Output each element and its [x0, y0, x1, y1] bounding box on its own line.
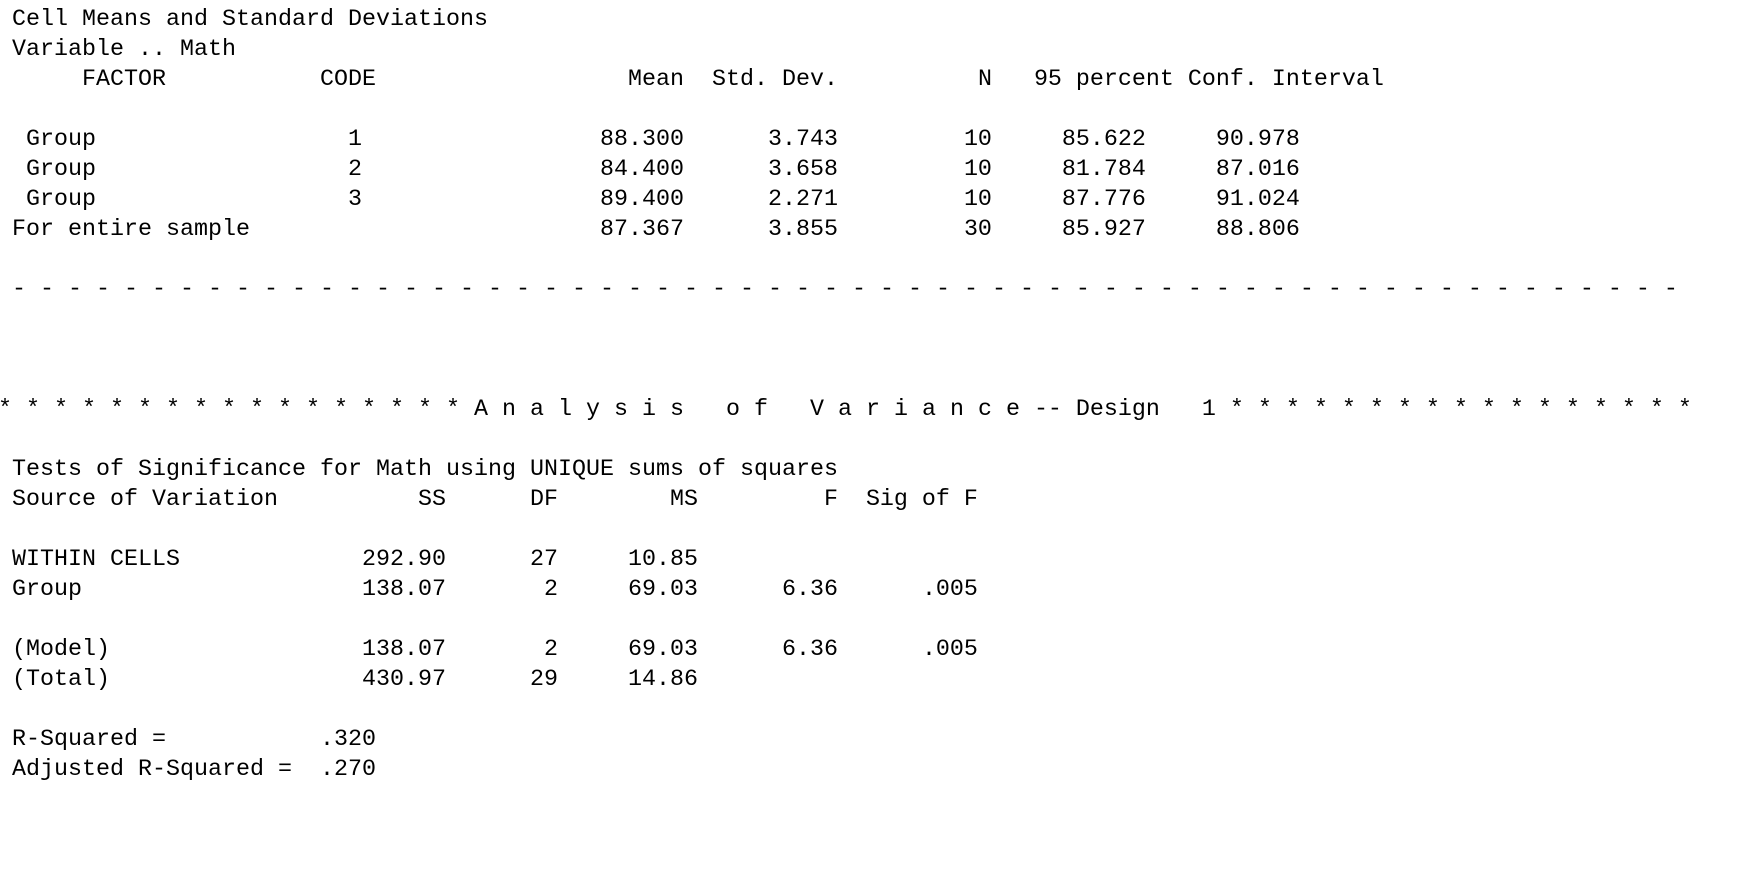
n-cell: 10 — [963, 157, 992, 183]
f-header: F — [823, 487, 838, 513]
source-header: Source of Variation — [12, 487, 278, 513]
mean-cell: 84.400 — [599, 157, 684, 183]
source-cell: WITHIN CELLS — [12, 547, 180, 573]
total-row: For entire sample 87.367 3.855 30 85.927… — [12, 215, 1750, 245]
mean-cell: 89.400 — [599, 187, 684, 213]
mean-header: Mean — [627, 67, 684, 93]
factor-header: FACTOR — [81, 67, 166, 93]
df-header: DF — [529, 487, 558, 513]
std-dev-cell: 2.271 — [767, 187, 838, 213]
std-dev-cell: 3.855 — [767, 217, 838, 243]
tests-title: Tests of Significance for Math using UNI… — [12, 457, 838, 483]
variable-line: Variable .. Math — [12, 37, 236, 63]
code-cell: 1 — [347, 127, 362, 153]
ci-high-cell: 90.978 — [1215, 127, 1300, 153]
anova-row: (Model) 138.07 2 69.03 6.36 .005 — [12, 635, 1750, 665]
anova-row: Group 138.07 2 69.03 6.36 .005 — [12, 575, 1750, 605]
n-cell: 10 — [963, 127, 992, 153]
table-row: Group 1 88.300 3.743 10 85.622 90.978 — [12, 125, 1750, 155]
source-cell: (Model) — [12, 637, 110, 663]
ci-low-cell: 87.776 — [1061, 187, 1146, 213]
code-cell: 2 — [347, 157, 362, 183]
source-cell: Group — [12, 577, 82, 603]
factor-cell: Group — [25, 127, 96, 153]
ms-cell: 14.86 — [627, 667, 698, 693]
ms-cell: 69.03 — [627, 637, 698, 663]
anova-banner: * * * * * * * * * * * * * * * * * A n a … — [0, 397, 1692, 423]
df-cell: 2 — [543, 577, 558, 603]
ss-cell: 430.97 — [361, 667, 446, 693]
cell-means-title: Cell Means and Standard Deviations — [12, 7, 488, 33]
adj-r-squared-line: Adjusted R-Squared = .270 — [12, 755, 1750, 785]
ss-header: SS — [417, 487, 446, 513]
n-header: N — [977, 67, 992, 93]
cell-means-header: FACTOR CODE Mean Std. Dev. N 95 percent … — [12, 65, 1750, 95]
adj-r-squared-value: .270 — [319, 757, 376, 783]
n-cell: 10 — [963, 187, 992, 213]
code-cell: 3 — [347, 187, 362, 213]
anova-row: (Total) 430.97 29 14.86 — [12, 665, 1750, 695]
mean-cell: 87.367 — [599, 217, 684, 243]
table-row: Group 2 84.400 3.658 10 81.784 87.016 — [12, 155, 1750, 185]
source-cell: (Total) — [12, 667, 110, 693]
sig-cell: .005 — [921, 577, 978, 603]
mean-cell: 88.300 — [599, 127, 684, 153]
adj-r-squared-label: Adjusted R-Squared = — [12, 757, 292, 783]
std-dev-cell: 3.658 — [767, 157, 838, 183]
ci-high-cell: 88.806 — [1215, 217, 1300, 243]
f-cell: 6.36 — [781, 577, 838, 603]
total-label: For entire sample — [12, 217, 250, 243]
sig-header: Sig of F — [865, 487, 978, 513]
r-squared-line: R-Squared = .320 — [12, 725, 1750, 755]
f-cell: 6.36 — [781, 637, 838, 663]
factor-cell: Group — [25, 157, 96, 183]
ss-cell: 138.07 — [361, 637, 446, 663]
ci-header: 95 percent Conf. Interval — [1033, 67, 1384, 93]
anova-row: WITHIN CELLS 292.90 27 10.85 — [12, 545, 1750, 575]
r-squared-value: .320 — [319, 727, 376, 753]
table-row: Group 3 89.400 2.271 10 87.776 91.024 — [12, 185, 1750, 215]
n-cell: 30 — [963, 217, 992, 243]
ss-cell: 138.07 — [361, 577, 446, 603]
ci-low-cell: 85.622 — [1061, 127, 1146, 153]
ci-low-cell: 85.927 — [1061, 217, 1146, 243]
factor-cell: Group — [25, 187, 96, 213]
sig-cell: .005 — [921, 637, 978, 663]
ss-cell: 292.90 — [361, 547, 446, 573]
code-header: CODE — [319, 67, 376, 93]
std-dev-cell: 3.743 — [767, 127, 838, 153]
ci-low-cell: 81.784 — [1061, 157, 1146, 183]
dashed-separator: - - - - - - - - - - - - - - - - - - - - … — [12, 277, 1678, 303]
ms-cell: 69.03 — [627, 577, 698, 603]
df-cell: 2 — [543, 637, 558, 663]
df-cell: 27 — [529, 547, 558, 573]
ms-cell: 10.85 — [627, 547, 698, 573]
ci-high-cell: 87.016 — [1215, 157, 1300, 183]
r-squared-label: R-Squared = — [12, 727, 166, 753]
ci-high-cell: 91.024 — [1215, 187, 1300, 213]
anova-header: Source of Variation SS DF MS F Sig of F — [12, 485, 1750, 515]
ms-header: MS — [669, 487, 698, 513]
df-cell: 29 — [529, 667, 558, 693]
std-dev-header: Std. Dev. — [711, 67, 838, 93]
